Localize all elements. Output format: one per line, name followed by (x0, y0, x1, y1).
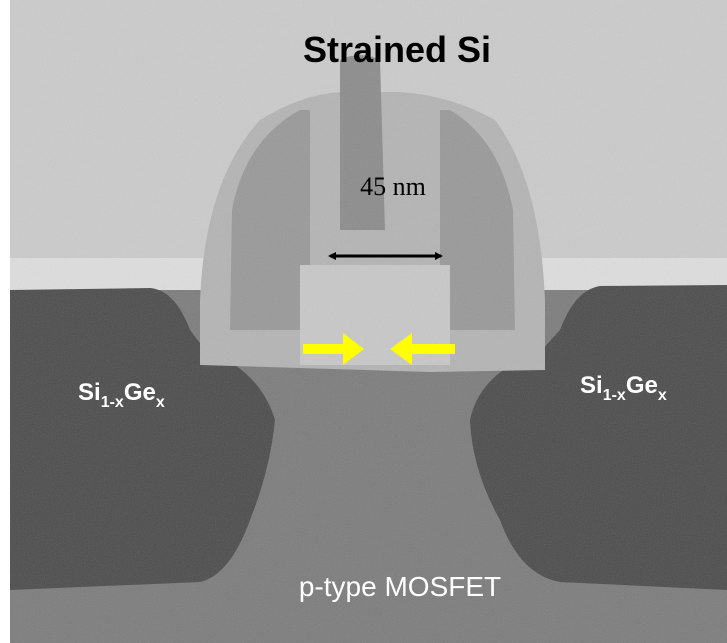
gate-length: 45 nm (360, 172, 426, 201)
title: Strained Si (303, 29, 491, 70)
micrograph: Strained Si 45 nm Si1-xGex Si1-xGex p-ty… (0, 0, 727, 643)
device-label: p-type MOSFET (299, 571, 501, 602)
tem-image (10, 0, 727, 643)
